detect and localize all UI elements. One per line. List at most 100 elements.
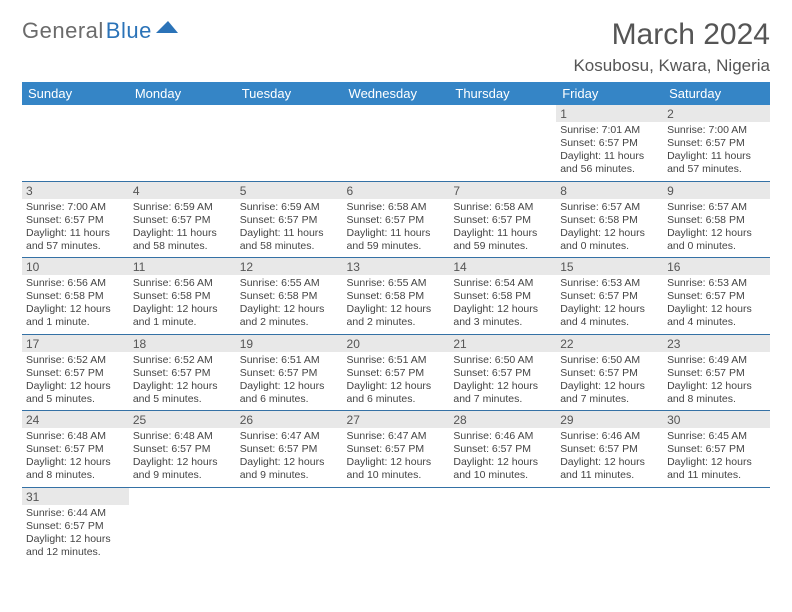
daylight-text: Daylight: 11 hours and 57 minutes. (26, 227, 125, 253)
calendar-cell: 9Sunrise: 6:57 AMSunset: 6:58 PMDaylight… (663, 181, 770, 258)
calendar-cell: 24Sunrise: 6:48 AMSunset: 6:57 PMDayligh… (22, 411, 129, 488)
sunrise-text: Sunrise: 6:48 AM (26, 430, 125, 443)
daylight-text: Daylight: 11 hours and 59 minutes. (453, 227, 552, 253)
sunrise-text: Sunrise: 6:57 AM (667, 201, 766, 214)
day-body: Sunrise: 6:51 AMSunset: 6:57 PMDaylight:… (236, 352, 343, 411)
calendar-cell (343, 105, 450, 181)
calendar-cell (663, 487, 770, 563)
sunset-text: Sunset: 6:57 PM (667, 443, 766, 456)
sunrise-text: Sunrise: 6:58 AM (347, 201, 446, 214)
day-body: Sunrise: 6:52 AMSunset: 6:57 PMDaylight:… (129, 352, 236, 411)
sunset-text: Sunset: 6:57 PM (347, 367, 446, 380)
sunrise-text: Sunrise: 6:51 AM (347, 354, 446, 367)
daylight-text: Daylight: 12 hours and 8 minutes. (667, 380, 766, 406)
day-number: 20 (343, 335, 450, 352)
day-number: 26 (236, 411, 343, 428)
calendar-cell: 7Sunrise: 6:58 AMSunset: 6:57 PMDaylight… (449, 181, 556, 258)
weekday-header: Wednesday (343, 82, 450, 105)
sunrise-text: Sunrise: 6:45 AM (667, 430, 766, 443)
day-body: Sunrise: 7:01 AMSunset: 6:57 PMDaylight:… (556, 122, 663, 181)
sunrise-text: Sunrise: 6:58 AM (453, 201, 552, 214)
sunset-text: Sunset: 6:57 PM (133, 443, 232, 456)
day-body: Sunrise: 6:46 AMSunset: 6:57 PMDaylight:… (556, 428, 663, 487)
day-body: Sunrise: 6:45 AMSunset: 6:57 PMDaylight:… (663, 428, 770, 487)
sunset-text: Sunset: 6:58 PM (133, 290, 232, 303)
sunrise-text: Sunrise: 6:47 AM (347, 430, 446, 443)
day-body: Sunrise: 6:56 AMSunset: 6:58 PMDaylight:… (22, 275, 129, 334)
sunrise-text: Sunrise: 6:53 AM (667, 277, 766, 290)
day-number: 1 (556, 105, 663, 122)
day-body: Sunrise: 6:46 AMSunset: 6:57 PMDaylight:… (449, 428, 556, 487)
calendar-cell: 17Sunrise: 6:52 AMSunset: 6:57 PMDayligh… (22, 334, 129, 411)
sunrise-text: Sunrise: 6:55 AM (347, 277, 446, 290)
day-number: 28 (449, 411, 556, 428)
sunset-text: Sunset: 6:57 PM (560, 290, 659, 303)
day-body: Sunrise: 6:47 AMSunset: 6:57 PMDaylight:… (236, 428, 343, 487)
day-body: Sunrise: 6:49 AMSunset: 6:57 PMDaylight:… (663, 352, 770, 411)
daylight-text: Daylight: 12 hours and 9 minutes. (240, 456, 339, 482)
calendar-cell (129, 105, 236, 181)
day-body: Sunrise: 6:59 AMSunset: 6:57 PMDaylight:… (129, 199, 236, 258)
day-number: 22 (556, 335, 663, 352)
daylight-text: Daylight: 12 hours and 7 minutes. (453, 380, 552, 406)
calendar-cell: 22Sunrise: 6:50 AMSunset: 6:57 PMDayligh… (556, 334, 663, 411)
sunset-text: Sunset: 6:58 PM (26, 290, 125, 303)
sunset-text: Sunset: 6:57 PM (560, 443, 659, 456)
calendar-cell: 4Sunrise: 6:59 AMSunset: 6:57 PMDaylight… (129, 181, 236, 258)
calendar-cell: 26Sunrise: 6:47 AMSunset: 6:57 PMDayligh… (236, 411, 343, 488)
calendar-cell (343, 487, 450, 563)
calendar-row: 10Sunrise: 6:56 AMSunset: 6:58 PMDayligh… (22, 258, 770, 335)
day-body: Sunrise: 6:44 AMSunset: 6:57 PMDaylight:… (22, 505, 129, 564)
calendar-cell: 23Sunrise: 6:49 AMSunset: 6:57 PMDayligh… (663, 334, 770, 411)
calendar-cell: 31Sunrise: 6:44 AMSunset: 6:57 PMDayligh… (22, 487, 129, 563)
day-body: Sunrise: 7:00 AMSunset: 6:57 PMDaylight:… (663, 122, 770, 181)
calendar-row: 1Sunrise: 7:01 AMSunset: 6:57 PMDaylight… (22, 105, 770, 181)
daylight-text: Daylight: 12 hours and 12 minutes. (26, 533, 125, 559)
calendar-cell: 12Sunrise: 6:55 AMSunset: 6:58 PMDayligh… (236, 258, 343, 335)
sunset-text: Sunset: 6:57 PM (347, 214, 446, 227)
daylight-text: Daylight: 11 hours and 57 minutes. (667, 150, 766, 176)
sunset-text: Sunset: 6:57 PM (560, 367, 659, 380)
day-body: Sunrise: 6:54 AMSunset: 6:58 PMDaylight:… (449, 275, 556, 334)
sunset-text: Sunset: 6:57 PM (26, 443, 125, 456)
sunset-text: Sunset: 6:57 PM (26, 367, 125, 380)
calendar-cell: 5Sunrise: 6:59 AMSunset: 6:57 PMDaylight… (236, 181, 343, 258)
daylight-text: Daylight: 12 hours and 6 minutes. (347, 380, 446, 406)
calendar-cell: 16Sunrise: 6:53 AMSunset: 6:57 PMDayligh… (663, 258, 770, 335)
daylight-text: Daylight: 12 hours and 5 minutes. (133, 380, 232, 406)
calendar-table: Sunday Monday Tuesday Wednesday Thursday… (22, 82, 770, 563)
logo-text-blue: Blue (106, 18, 152, 44)
sunrise-text: Sunrise: 6:59 AM (133, 201, 232, 214)
day-number: 6 (343, 182, 450, 199)
calendar-cell: 15Sunrise: 6:53 AMSunset: 6:57 PMDayligh… (556, 258, 663, 335)
day-number: 31 (22, 488, 129, 505)
calendar-cell: 3Sunrise: 7:00 AMSunset: 6:57 PMDaylight… (22, 181, 129, 258)
daylight-text: Daylight: 12 hours and 8 minutes. (26, 456, 125, 482)
day-number: 5 (236, 182, 343, 199)
day-body: Sunrise: 6:58 AMSunset: 6:57 PMDaylight:… (449, 199, 556, 258)
day-body: Sunrise: 6:51 AMSunset: 6:57 PMDaylight:… (343, 352, 450, 411)
sunset-text: Sunset: 6:58 PM (240, 290, 339, 303)
calendar-cell: 1Sunrise: 7:01 AMSunset: 6:57 PMDaylight… (556, 105, 663, 181)
calendar-row: 17Sunrise: 6:52 AMSunset: 6:57 PMDayligh… (22, 334, 770, 411)
weekday-header-row: Sunday Monday Tuesday Wednesday Thursday… (22, 82, 770, 105)
day-body: Sunrise: 6:47 AMSunset: 6:57 PMDaylight:… (343, 428, 450, 487)
sunset-text: Sunset: 6:57 PM (453, 214, 552, 227)
daylight-text: Daylight: 11 hours and 58 minutes. (133, 227, 232, 253)
calendar-cell: 29Sunrise: 6:46 AMSunset: 6:57 PMDayligh… (556, 411, 663, 488)
sunset-text: Sunset: 6:57 PM (240, 214, 339, 227)
daylight-text: Daylight: 11 hours and 58 minutes. (240, 227, 339, 253)
day-body: Sunrise: 7:00 AMSunset: 6:57 PMDaylight:… (22, 199, 129, 258)
daylight-text: Daylight: 11 hours and 59 minutes. (347, 227, 446, 253)
sunset-text: Sunset: 6:58 PM (667, 214, 766, 227)
day-number: 13 (343, 258, 450, 275)
sunrise-text: Sunrise: 6:50 AM (560, 354, 659, 367)
calendar-cell: 28Sunrise: 6:46 AMSunset: 6:57 PMDayligh… (449, 411, 556, 488)
calendar-cell: 8Sunrise: 6:57 AMSunset: 6:58 PMDaylight… (556, 181, 663, 258)
day-body: Sunrise: 6:55 AMSunset: 6:58 PMDaylight:… (236, 275, 343, 334)
weekday-header: Friday (556, 82, 663, 105)
calendar-cell: 13Sunrise: 6:55 AMSunset: 6:58 PMDayligh… (343, 258, 450, 335)
calendar-cell (449, 105, 556, 181)
daylight-text: Daylight: 12 hours and 10 minutes. (453, 456, 552, 482)
day-body: Sunrise: 6:58 AMSunset: 6:57 PMDaylight:… (343, 199, 450, 258)
